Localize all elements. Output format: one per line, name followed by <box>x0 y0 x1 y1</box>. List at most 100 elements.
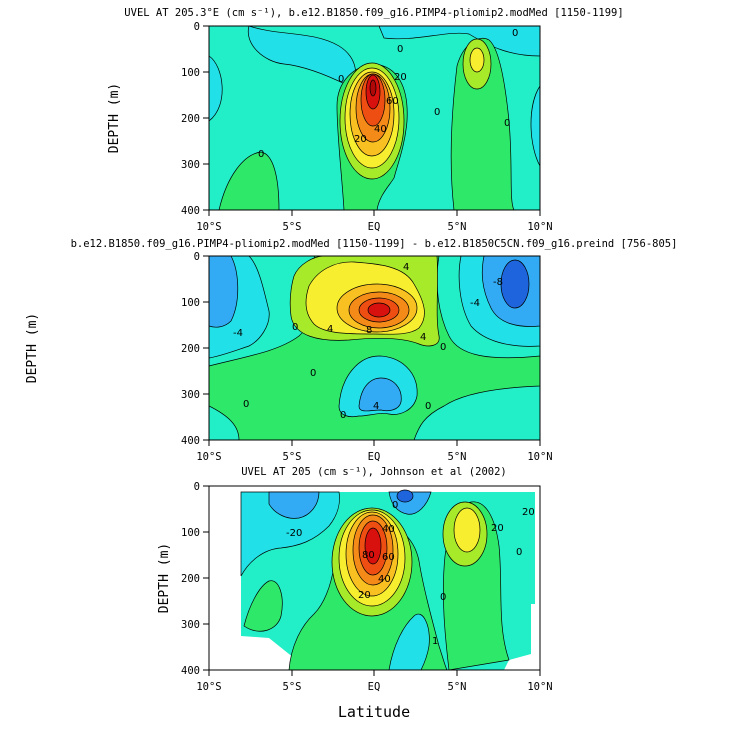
x-tick-label: 5°N <box>448 451 467 463</box>
panel-2-y-axis-label: DEPTH (m) <box>25 313 40 383</box>
panel-1-x-tick-labels: 10°S 5°S EQ 5°N 10°N <box>196 221 552 233</box>
x-tick-label: 5°S <box>283 681 302 693</box>
panel-3-contour-fill-red <box>364 527 382 565</box>
contour-label: 0 <box>440 592 446 603</box>
panel-1-contour-fill-yellow <box>469 47 485 73</box>
contour-label: 8 <box>366 325 372 336</box>
panel-2-contour-fill-deep-blue <box>500 259 530 309</box>
y-tick-label: 100 <box>181 297 200 309</box>
contour-label: 1 <box>432 636 438 647</box>
contour-label: 4 <box>403 262 409 273</box>
contour-label: -4 <box>233 328 243 339</box>
contour-label: 20 <box>354 134 367 145</box>
contour-label: 40 <box>374 124 387 135</box>
panel-3-contour-fill-cyan <box>240 491 340 577</box>
panel-1-axes <box>203 25 541 216</box>
contour-label: 80 <box>362 550 375 561</box>
y-tick-label: 400 <box>181 435 200 447</box>
panel-2-contour-labels: -4 0 0 4 8 4 4 0 -4 -8 4 0 0 0 <box>233 262 503 421</box>
panel-2-x-tick-labels: 10°S 5°S EQ 5°N 10°N <box>196 451 552 463</box>
contour-label: 0 <box>292 322 298 333</box>
panel-1-contour-fill-green <box>218 151 280 210</box>
panel-3-contour-fill-yellow <box>453 507 481 553</box>
y-tick-label: 200 <box>181 573 200 585</box>
contour-label: 60 <box>382 552 395 563</box>
panel-1: UVEL AT 205.3°E (cm s⁻¹), b.e12.B1850.f0… <box>107 7 624 233</box>
panel-1-contour-fill-cyan <box>530 85 540 167</box>
contour-label: 0 <box>434 107 440 118</box>
x-tick-label: EQ <box>368 221 381 233</box>
contour-label: 60 <box>386 96 399 107</box>
contour-label: -8 <box>493 277 503 288</box>
y-tick-label: 100 <box>181 527 200 539</box>
panel-2: b.e12.B1850.f09_g16.PIMP4-pliomip2.modMe… <box>25 238 677 463</box>
contour-label: 0 <box>258 149 264 160</box>
contour-label: 4 <box>420 332 426 343</box>
x-tick-label: EQ <box>368 681 381 693</box>
panel-3-y-axis-label: DEPTH (m) <box>157 543 172 613</box>
y-tick-label: 200 <box>181 113 200 125</box>
contour-label: -20 <box>286 528 302 539</box>
contour-label: 0 <box>512 28 518 39</box>
panel-2-contour-fill-red <box>367 302 391 318</box>
contour-label: 0 <box>440 342 446 353</box>
x-tick-label: 10°N <box>527 681 552 693</box>
panel-1-title: UVEL AT 205.3°E (cm s⁻¹), b.e12.B1850.f0… <box>124 7 623 19</box>
panel-3-contour-labels: -20 0 40 60 80 20 40 20 20 0 1 0 <box>286 500 535 647</box>
x-tick-label: 10°S <box>196 451 221 463</box>
panel-1-contour-fill-dark-red <box>369 79 377 97</box>
x-axis-label: Latitude <box>338 703 410 721</box>
contour-label: 0 <box>516 547 522 558</box>
panel-1-contour-fill-cyan <box>209 55 223 122</box>
y-tick-label: 0 <box>194 21 200 33</box>
y-tick-label: 300 <box>181 619 200 631</box>
panel-2-y-tick-labels: 0 100 200 300 400 <box>181 251 200 447</box>
x-tick-label: 5°S <box>283 451 302 463</box>
contour-label: 20 <box>522 507 535 518</box>
y-tick-label: 400 <box>181 665 200 677</box>
contour-label: 0 <box>397 44 403 55</box>
panel-3: UVEL AT 205 (cm s⁻¹), Johnson et al (200… <box>157 466 553 721</box>
panel-3-y-tick-labels: 0 100 200 300 400 <box>181 481 200 677</box>
panel-3-contour-fill-deep-blue <box>396 489 414 503</box>
x-tick-label: 5°N <box>448 681 467 693</box>
x-tick-label: 5°S <box>283 221 302 233</box>
x-tick-label: 10°S <box>196 681 221 693</box>
contour-label: 0 <box>310 368 316 379</box>
y-tick-label: 0 <box>194 251 200 263</box>
panel-3-title: UVEL AT 205 (cm s⁻¹), Johnson et al (200… <box>241 466 507 478</box>
y-tick-label: 100 <box>181 67 200 79</box>
panel-1-y-axis-label: DEPTH (m) <box>107 83 122 153</box>
panel-1-y-tick-labels: 0 100 200 300 400 <box>181 21 200 217</box>
panel-2-contour-fill-blue <box>209 256 239 328</box>
panel-1-contour-fill-cyan <box>378 26 540 57</box>
y-tick-label: 400 <box>181 205 200 217</box>
panel-3-x-tick-labels: 10°S 5°S EQ 5°N 10°N <box>196 681 552 693</box>
panel-2-axes <box>203 255 541 446</box>
contour-label: 40 <box>378 574 391 585</box>
contour-label: 0 <box>504 118 510 129</box>
panel-3-axes <box>203 485 541 676</box>
y-tick-label: 300 <box>181 159 200 171</box>
panel-2-title: b.e12.B1850.f09_g16.PIMP4-pliomip2.modMe… <box>71 238 678 250</box>
contour-label: 0 <box>243 399 249 410</box>
panel-3-contour-fill-blue <box>268 491 320 519</box>
contour-label: 4 <box>327 324 333 335</box>
contour-label: 0 <box>338 74 344 85</box>
x-tick-label: 10°N <box>527 221 552 233</box>
panel-2-contour-fill-blue <box>358 377 402 412</box>
y-tick-label: 200 <box>181 343 200 355</box>
panel-3-contour-fill-green <box>243 580 283 632</box>
contour-label: 20 <box>394 72 407 83</box>
contour-label: 0 <box>425 401 431 412</box>
contour-label: 20 <box>491 523 504 534</box>
y-tick-label: 300 <box>181 389 200 401</box>
y-tick-label: 0 <box>194 481 200 493</box>
contour-label: 40 <box>382 524 395 535</box>
x-tick-label: 10°S <box>196 221 221 233</box>
contour-label: 4 <box>373 401 379 412</box>
contour-label: 0 <box>340 410 346 421</box>
x-tick-label: EQ <box>368 451 381 463</box>
x-tick-label: 10°N <box>527 451 552 463</box>
